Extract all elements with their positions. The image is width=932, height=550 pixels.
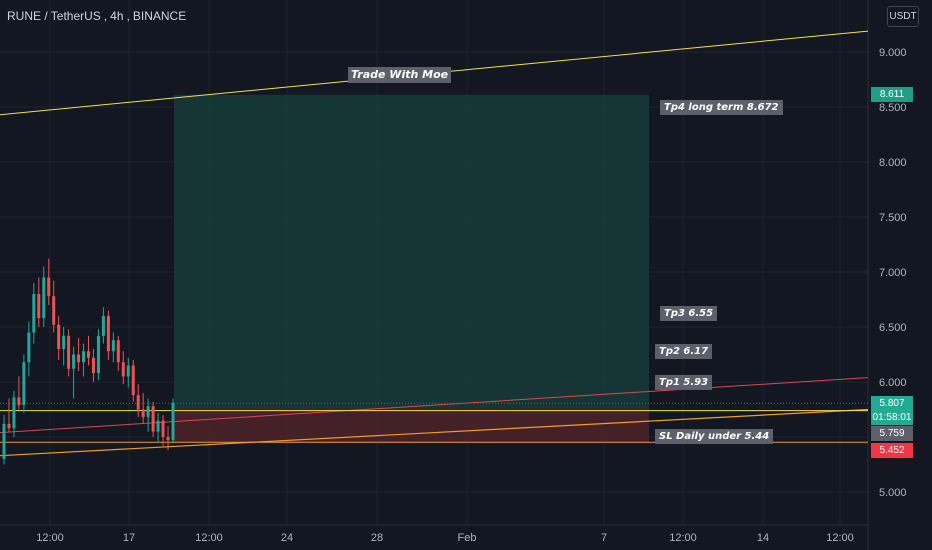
candle-body xyxy=(141,409,145,418)
sl-label: SL Daily under 5.44 xyxy=(655,429,774,444)
candle-body xyxy=(87,351,90,358)
candle-body xyxy=(171,402,175,441)
lower-trendline xyxy=(0,408,869,457)
currency-button[interactable]: USDT xyxy=(887,6,919,27)
candle-body xyxy=(82,351,86,363)
x-tick-label: 17 xyxy=(123,532,135,544)
symbol-exchange: BINANCE xyxy=(132,9,187,23)
candle-body xyxy=(156,420,160,432)
symbol-interval: 4h xyxy=(110,9,124,23)
candle-body xyxy=(166,437,170,441)
candle-body xyxy=(72,354,76,369)
candle-body xyxy=(151,406,155,432)
candle-body xyxy=(32,294,36,333)
stop-price-tag: 5.452 xyxy=(871,443,913,458)
symbol-info: RUNE / TetherUS, 4h, BINANCE xyxy=(7,9,187,23)
candle-body xyxy=(47,277,51,297)
y-tick-label: 7.500 xyxy=(879,212,907,224)
x-tick-label: 12:00 xyxy=(195,532,223,544)
candle-body xyxy=(42,277,46,319)
y-tick-label: 6.000 xyxy=(879,377,907,389)
candle-body xyxy=(62,335,66,349)
candle-body xyxy=(126,365,130,377)
candle-body xyxy=(77,354,81,363)
candle-body xyxy=(146,406,150,418)
y-tick-label: 8.500 xyxy=(879,102,907,114)
candle-body xyxy=(37,294,41,319)
candle-body xyxy=(52,296,56,325)
y-tick-label: 7.000 xyxy=(879,267,907,279)
entry-price-tag: 5.759 xyxy=(871,426,913,441)
candle-body xyxy=(2,423,6,459)
candle-body xyxy=(106,316,110,352)
title-annotation: Trade With Moe xyxy=(348,67,452,83)
x-tick-label: 14 xyxy=(757,532,769,544)
candle-body xyxy=(96,335,100,374)
candle-body xyxy=(91,357,95,374)
red-trendline xyxy=(0,377,869,434)
candle-body xyxy=(7,423,11,429)
candle-body xyxy=(111,340,115,352)
last-price-tag: 5.807 xyxy=(871,396,913,411)
x-tick-label: 24 xyxy=(281,532,293,544)
symbol-name: RUNE / TetherUS xyxy=(7,9,101,23)
candle-body xyxy=(116,340,120,363)
y-tick-label: 8.000 xyxy=(879,157,907,169)
candle-body xyxy=(136,395,140,410)
candle-body xyxy=(12,397,16,429)
candle-body xyxy=(101,316,105,336)
candle-body xyxy=(67,335,71,369)
y-tick-label: 6.500 xyxy=(879,322,907,334)
candle-body xyxy=(17,397,21,406)
candle-body xyxy=(121,362,125,377)
x-tick-label: 28 xyxy=(371,532,383,544)
countdown-tag: 01:58:01 xyxy=(871,410,913,425)
candle-body xyxy=(22,362,26,406)
tp2-label: Tp2 6.17 xyxy=(655,344,713,359)
y-tick-label: 5.000 xyxy=(879,487,907,499)
x-tick-label: 12:00 xyxy=(36,532,64,544)
target-price-tag: 8.611 xyxy=(871,87,913,102)
x-tick-label: 12:00 xyxy=(669,532,697,544)
y-tick-label: 9.000 xyxy=(879,47,907,59)
tp4-label: Tp4 long term 8.672 xyxy=(660,100,783,115)
candle-body xyxy=(131,365,135,396)
profit-zone xyxy=(174,94,649,409)
candle-body xyxy=(27,332,31,363)
candle-body xyxy=(161,420,165,437)
tp1-label: Tp1 5.93 xyxy=(655,375,713,390)
x-tick-label: Feb xyxy=(458,532,477,544)
tp3-label: Tp3 6.55 xyxy=(660,306,718,321)
x-tick-label: 7 xyxy=(601,532,607,544)
x-tick-label: 12:00 xyxy=(826,532,854,544)
candle-body xyxy=(57,324,61,349)
